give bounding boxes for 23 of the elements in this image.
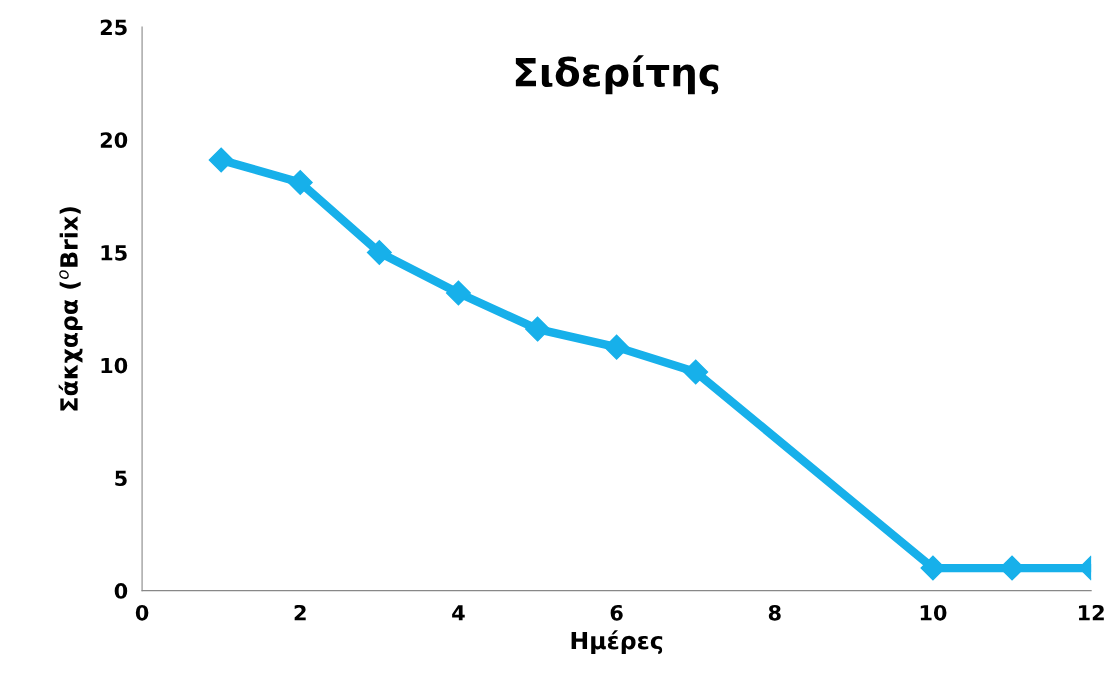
point xyxy=(604,334,630,360)
y-tick-label: 25 xyxy=(100,19,127,36)
x-tick-label: 6 xyxy=(610,604,623,621)
x-tick-label: 0 xyxy=(135,604,149,621)
y-tick-label: 20 xyxy=(100,132,128,148)
point xyxy=(525,316,550,342)
point xyxy=(208,147,234,173)
text: Σιδερίτης xyxy=(515,55,719,95)
x-tick-label: 2 xyxy=(294,604,306,621)
point xyxy=(445,280,471,306)
x-tick-label: 4 xyxy=(452,605,465,621)
y-axis-title: Σάκχαρα ($^{o}$Brix) xyxy=(58,207,83,411)
x-tick-label: 10 xyxy=(920,604,947,621)
y-tick-label: 15 xyxy=(101,245,127,261)
x-tick-label: 8 xyxy=(768,604,781,621)
point xyxy=(287,170,313,196)
x-axis-title: Ημέρες xyxy=(571,630,663,655)
y-tick-label: 5 xyxy=(115,470,127,487)
point xyxy=(366,239,392,265)
y-tick-label: 0 xyxy=(114,583,128,599)
point xyxy=(683,359,709,385)
x-tick-label: 12 xyxy=(1078,604,1104,621)
y-tick-label: 10 xyxy=(101,357,128,374)
